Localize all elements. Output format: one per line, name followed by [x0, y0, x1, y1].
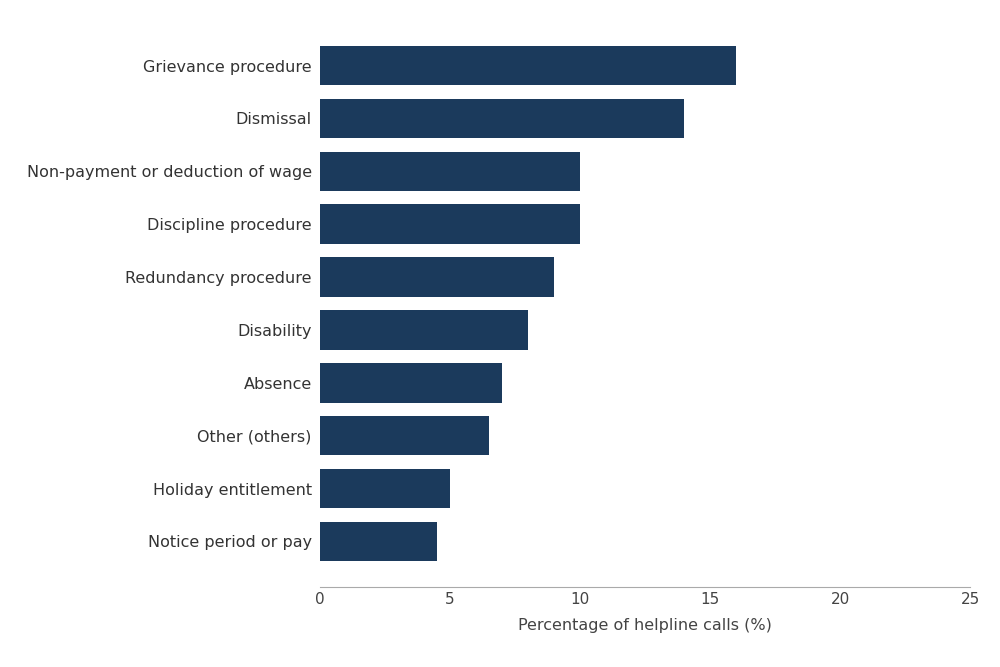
X-axis label: Percentage of helpline calls (%): Percentage of helpline calls (%)	[518, 618, 772, 633]
Bar	[320, 99, 684, 138]
Bar	[320, 363, 502, 403]
Bar	[320, 522, 437, 561]
Bar	[320, 310, 528, 350]
Bar	[320, 469, 450, 508]
Bar	[320, 204, 580, 244]
Bar	[320, 151, 580, 191]
Bar	[320, 46, 736, 85]
Bar	[320, 416, 489, 456]
Bar	[320, 257, 554, 297]
